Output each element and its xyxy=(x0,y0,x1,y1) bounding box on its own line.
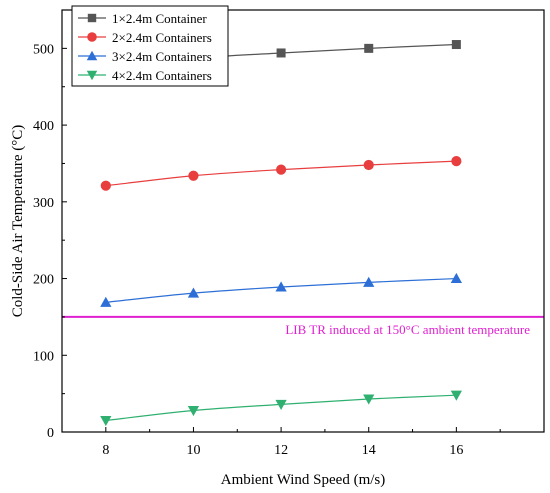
data-point-square xyxy=(87,13,97,23)
legend-label: 1×2.4m Container xyxy=(112,11,207,26)
data-point-triangle-down xyxy=(187,406,200,417)
x-tick-label: 12 xyxy=(274,443,288,458)
y-tick-label: 500 xyxy=(33,42,54,57)
x-axis-title: Ambient Wind Speed (m/s) xyxy=(221,472,386,488)
x-tick-label: 8 xyxy=(102,443,109,458)
data-point-triangle-up xyxy=(86,50,98,61)
y-tick-label: 300 xyxy=(33,196,54,211)
y-tick-label: 200 xyxy=(33,273,54,288)
data-point-square xyxy=(276,48,286,58)
data-point-circle xyxy=(188,170,199,181)
data-point-triangle-up xyxy=(450,272,462,284)
data-point-circle xyxy=(363,159,374,171)
data-point-triangle-up xyxy=(100,296,112,307)
x-tick-label: 10 xyxy=(186,443,200,458)
reference-line-label: LIB TR induced at 150°C ambient temperat… xyxy=(285,322,530,337)
data-point-triangle-down xyxy=(363,394,375,405)
plot-frame xyxy=(61,9,545,433)
x-tick-label: 14 xyxy=(362,443,376,458)
legend-label: 2×2.4m Containers xyxy=(112,30,212,45)
x-axis-ticks: 8 10 12 14 16 xyxy=(61,427,545,458)
data-point-triangle-up xyxy=(275,281,287,292)
y-tick-label: 400 xyxy=(33,119,54,134)
y-axis-title: Cold-Side Air Temperature (°C) xyxy=(10,125,26,318)
legend-item: 2×2.4m Containers xyxy=(78,30,212,45)
x-tick-label: 16 xyxy=(449,443,463,458)
data-point-triangle-up xyxy=(363,276,375,287)
legend: 1×2.4m Container 2×2.4m Containers 3×2.4m … xyxy=(71,5,229,87)
data-point-circle xyxy=(451,156,462,167)
y-tick-label: 100 xyxy=(33,349,54,364)
y-tick-label: 0 xyxy=(47,426,54,441)
y-axis-ticks: 0 100 200 300 400 500 xyxy=(33,42,67,441)
series-2 xyxy=(100,156,462,191)
series-3 xyxy=(100,272,462,307)
data-point-square xyxy=(364,43,374,53)
legend-item: 3×2.4m Containers xyxy=(78,49,212,64)
legend-box xyxy=(71,5,229,87)
legend-label: 4×2.4m Containers xyxy=(112,68,212,83)
data-point-circle xyxy=(275,164,287,175)
data-point-triangle-down xyxy=(275,399,287,411)
legend-item: 1×2.4m Container xyxy=(78,11,207,26)
data-point-square xyxy=(451,40,461,50)
series-group xyxy=(100,40,462,427)
data-point-circle xyxy=(100,180,111,191)
legend-label: 3×2.4m Containers xyxy=(112,49,212,64)
reference-line-group: LIB TR induced at 150°C ambient temperat… xyxy=(62,315,544,337)
series-4 xyxy=(100,390,462,427)
data-point-triangle-down xyxy=(100,415,112,427)
data-point-triangle-down xyxy=(450,390,462,401)
data-point-triangle-down xyxy=(86,70,98,81)
data-point-circle xyxy=(87,32,97,42)
data-point-triangle-up xyxy=(187,287,200,298)
legend-item: 4×2.4m Containers xyxy=(78,68,212,83)
axes: 8 10 12 14 16 0 100 200 300 400 500 Ambient Wind … xyxy=(10,9,545,488)
